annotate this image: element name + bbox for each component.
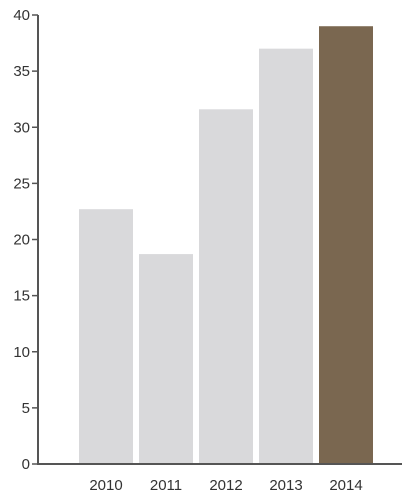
x-tick-label-2011: 2011 (150, 477, 182, 494)
y-tick-label: 30 (13, 119, 30, 136)
bar-2011 (139, 254, 193, 464)
x-tick-label-2010: 2010 (89, 477, 122, 494)
bars (79, 26, 373, 465)
y-tick-label: 15 (13, 288, 30, 305)
x-tick-label-2013: 2013 (269, 477, 302, 494)
x-tick-label-2012: 2012 (209, 477, 242, 494)
bar-2013 (259, 48, 313, 465)
y-tick-label: 20 (13, 232, 30, 249)
x-tick-label-2014: 2014 (329, 477, 362, 494)
bar-2012 (199, 109, 253, 464)
y-tick-label: 5 (22, 400, 30, 417)
y-tick-label: 25 (13, 175, 30, 192)
bar-2010 (79, 209, 133, 464)
y-tick-label: 10 (13, 344, 30, 361)
bar-2014 (319, 26, 373, 464)
y-tick-label: 40 (13, 7, 30, 24)
y-tick-label: 35 (13, 63, 30, 80)
x-axis-labels: 2010 2011 2012 2013 2014 (89, 477, 362, 494)
y-axis-ticks: 0 5 10 15 20 25 30 35 40 (13, 7, 38, 473)
y-tick-label: 0 (22, 456, 30, 473)
